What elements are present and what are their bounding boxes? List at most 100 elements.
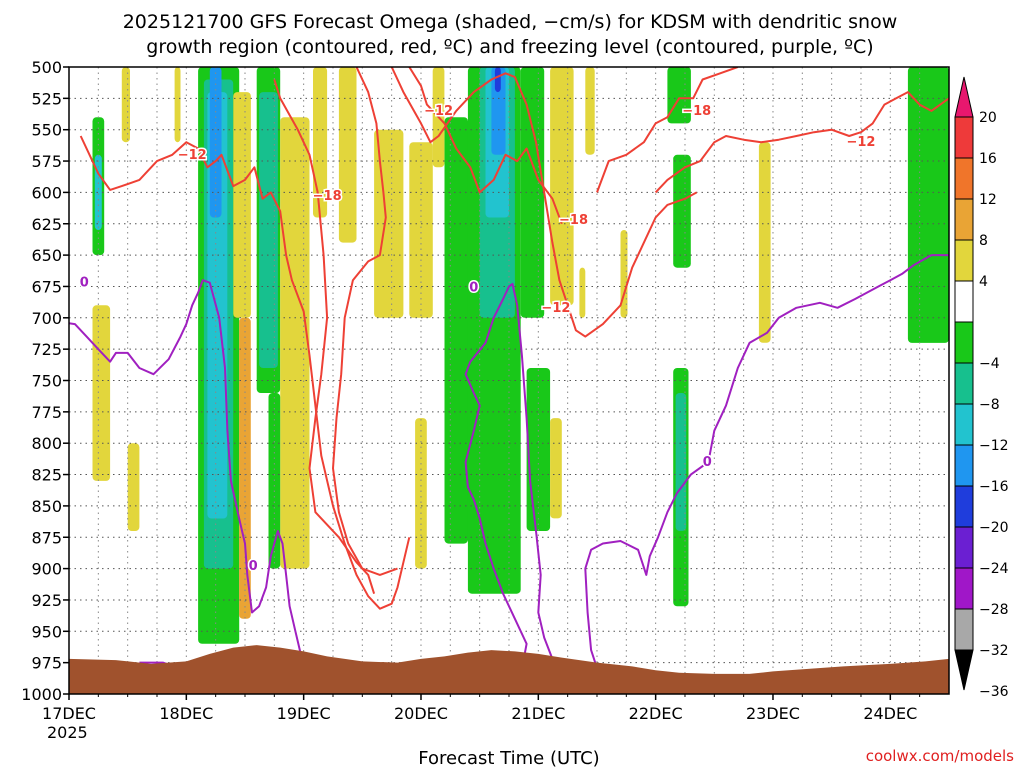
chart-title-line2: growth region (contoured, red, ºC) and f… [146,36,873,58]
colorbar-label: 4 [979,274,988,290]
y-tick-label: 700 [31,309,62,328]
y-tick-label: 550 [31,121,62,140]
contour-label: −12 [846,135,875,150]
freezing-level-contour-line [464,282,554,676]
dendritic-contour-line [408,67,563,225]
freezing-level-contour-line [584,254,949,676]
y-tick-label: 975 [31,654,62,673]
colorbar-bin [954,403,974,446]
omega-cell [121,67,130,143]
x-tick-label: 17DEC [42,704,96,723]
contour-labels: −12 −18 −12 −12 −18 −18 −12 0 0 0 0 [78,102,877,575]
contour-label: 0 [469,281,478,296]
colorbar-label: 20 [979,110,997,126]
omega-cell [415,418,427,569]
omega-cell [233,92,251,318]
y-tick-label: 675 [31,277,62,296]
y-tick-label: 725 [31,340,62,359]
colorbar-top-arrow [954,76,974,118]
omega-cell [907,67,949,343]
contour-label: −12 [541,301,570,316]
colorbar-label: −36 [979,684,1009,700]
x-tick-label: 22DEC [629,704,683,723]
y-tick-label: 825 [31,466,62,485]
y-tick-label: 925 [31,591,62,610]
colorbar-bottom-arrow [954,649,974,691]
omega-cell [579,267,586,318]
contour-label: −12 [424,104,453,119]
colorbar-label: −16 [979,479,1009,495]
colorbar-bin [954,444,974,487]
x-tick-label: 24DEC [863,704,917,723]
colorbar-bin [954,608,974,651]
y-tick-label: 850 [31,497,62,516]
x-axis-year: 2025 [47,723,88,742]
dendritic-contour-line [596,67,739,193]
y-tick-label: 800 [31,434,62,453]
colorbar-label: −4 [979,356,1000,372]
omega-cell [585,67,595,155]
omega-cell [409,142,433,318]
colorbar-bin [954,362,974,405]
contour-label: 0 [703,455,712,470]
colorbar-bin [954,321,974,364]
y-tick-label: 625 [31,215,62,234]
terrain [69,645,949,694]
colorbar-bin [954,198,974,241]
omega-cell [620,230,628,318]
freezing-level-contours [69,254,949,676]
y-tick-label: 950 [31,622,62,641]
omega-cell [94,154,102,230]
y-tick-label: 775 [31,403,62,422]
y-tick-label: 875 [31,528,62,547]
omega-cell [313,67,328,218]
y-tick-label: 600 [31,183,62,202]
contour-label: −18 [559,213,588,228]
y-tick-label: 900 [31,560,62,579]
colorbar-label: −20 [979,520,1009,536]
omega-cell [526,368,551,531]
x-axis-ticks: 17DEC 18DEC 19DEC 20DEC 21DEC 22DEC 23DEC 24DEC [42,694,921,723]
omega-cell [338,67,357,243]
contour-label: 0 [80,276,89,291]
omega-cell [550,67,574,306]
colorbar-bin [954,485,974,528]
colorbar-label: −8 [979,397,1000,413]
omega-cell [550,418,562,519]
omega-cell [758,142,771,343]
y-tick-label: 750 [31,372,62,391]
contour-label: −12 [178,148,207,163]
x-tick-label: 19DEC [277,704,331,723]
omega-cell [280,117,310,569]
colorbar-bin [954,239,974,282]
y-axis-ticks: 500 525 550 575 600 625 650 675 700 725 750 775 800 8… [21,58,69,704]
colorbar-label: 8 [979,233,988,249]
y-tick-label: 500 [31,58,62,77]
dendritic-contour-line [273,79,376,594]
colorbar-bin [954,567,974,610]
colorbar-bin [954,116,974,159]
omega-cell [92,305,111,481]
y-tick-label: 575 [31,152,62,171]
omega-cell [259,92,278,368]
dendritic-contour-line [332,67,398,576]
x-axis-label: Forecast Time (UTC) [418,748,599,768]
omega-cell [127,443,140,531]
colorbar: 20 16 12 8 4 −4 −8 −12 −16 −20 −24 −28 −32 −36 [954,76,1009,700]
x-tick-label: 23DEC [746,704,800,723]
colorbar-bin [954,157,974,200]
y-tick-label: 525 [31,89,62,108]
dendritic-contour-line [654,91,949,194]
colorbar-bin [954,526,974,569]
omega-cell [209,67,222,218]
x-tick-label: 21DEC [511,704,565,723]
omega-cell [675,393,687,531]
omega-cell [494,67,501,93]
x-tick-label: 18DEC [159,704,213,723]
colorbar-label: −28 [979,602,1009,618]
terrain-area [69,645,949,694]
colorbar-label: −12 [979,438,1009,454]
omega-cell [174,67,181,143]
omega-cell [673,154,691,268]
